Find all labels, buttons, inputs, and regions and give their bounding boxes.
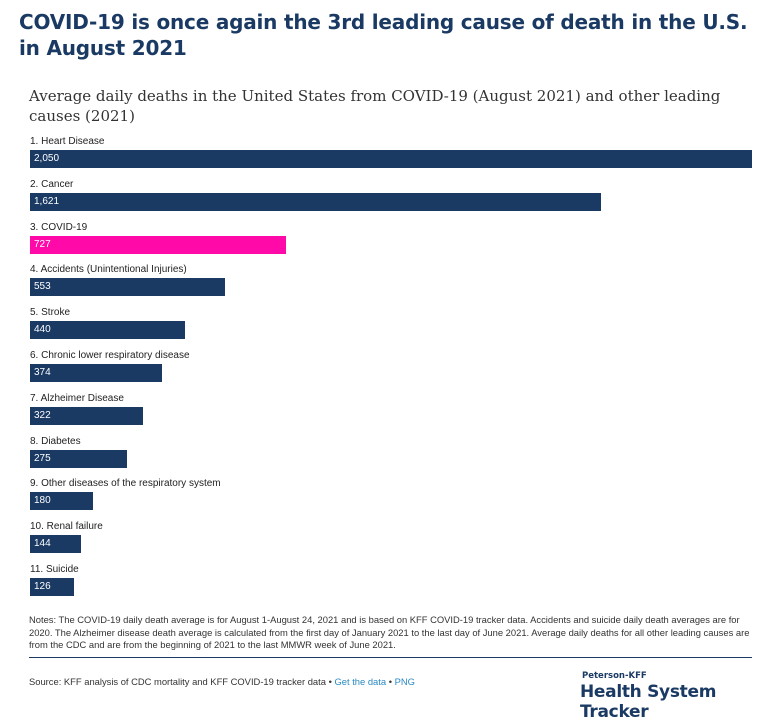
category-label: 4. Accidents (Unintentional Injuries): [30, 264, 187, 276]
category-label: 2. Cancer: [30, 178, 74, 190]
category-label: 1. Heart Disease: [30, 136, 105, 147]
brand-name-small: Peterson-KFF: [582, 671, 647, 681]
bar[interactable]: 322: [30, 406, 144, 425]
category-label: 6. Chronic lower respiratory disease: [30, 350, 190, 361]
source-line: Source: KFF analysis of CDC mortality an…: [29, 676, 415, 687]
bar[interactable]: 2,050: [30, 150, 752, 168]
bar[interactable]: 440: [30, 321, 185, 340]
category-label: 3. COVID-19: [30, 221, 88, 233]
separator: •: [386, 676, 395, 687]
png-link[interactable]: PNG: [394, 676, 415, 687]
bar-value-label: 275: [34, 452, 51, 464]
category-label: 8. Diabetes: [30, 435, 81, 447]
bar[interactable]: 1,621: [30, 192, 601, 211]
bar-value-label: 374: [34, 367, 51, 378]
chart-title: Average daily deaths in the United State…: [29, 87, 721, 125]
source-text: Source: KFF analysis of CDC mortality an…: [29, 676, 326, 687]
bar-value-label: 1,621: [34, 195, 60, 207]
bar-value-label: 180: [34, 495, 51, 507]
separator: •: [325, 676, 335, 687]
bar-value-label: 553: [34, 281, 51, 293]
category-label: 10. Renal failure: [30, 521, 103, 533]
bar-chart: 1. Heart Disease 2,050 2. Cancer 1,621 3. CO…: [0, 130, 777, 600]
category-label: 11. Suicide: [30, 564, 79, 575]
bar[interactable]: 275: [30, 449, 127, 468]
notes: Notes: The COVID-19 daily death average …: [29, 614, 750, 650]
bar-value-label: 440: [34, 324, 51, 336]
bar[interactable]: 144: [30, 535, 81, 554]
bar[interactable]: 126: [30, 578, 75, 596]
bar-value-label: 144: [34, 538, 51, 550]
bar-value-label: 727: [34, 238, 51, 250]
category-label: 9. Other diseases of the respiratory sys…: [30, 478, 221, 490]
bar-value-label: 322: [34, 409, 51, 421]
headline: COVID-19 is once again the 3rd leading c…: [19, 10, 748, 60]
divider: [29, 657, 752, 658]
bar[interactable]: 553: [30, 278, 225, 297]
bar-value-label: 126: [34, 581, 51, 592]
bar[interactable]: 374: [30, 364, 162, 382]
bar-value-label: 2,050: [34, 153, 60, 164]
brand-logo: Health System Tracker: [580, 682, 717, 722]
category-label: 5. Stroke: [30, 307, 71, 319]
bar[interactable]: 727: [30, 235, 287, 254]
category-label: 7. Alzheimer Disease: [30, 392, 124, 404]
get-the-data-link[interactable]: Get the data: [334, 676, 387, 687]
bar[interactable]: 180: [30, 492, 94, 511]
